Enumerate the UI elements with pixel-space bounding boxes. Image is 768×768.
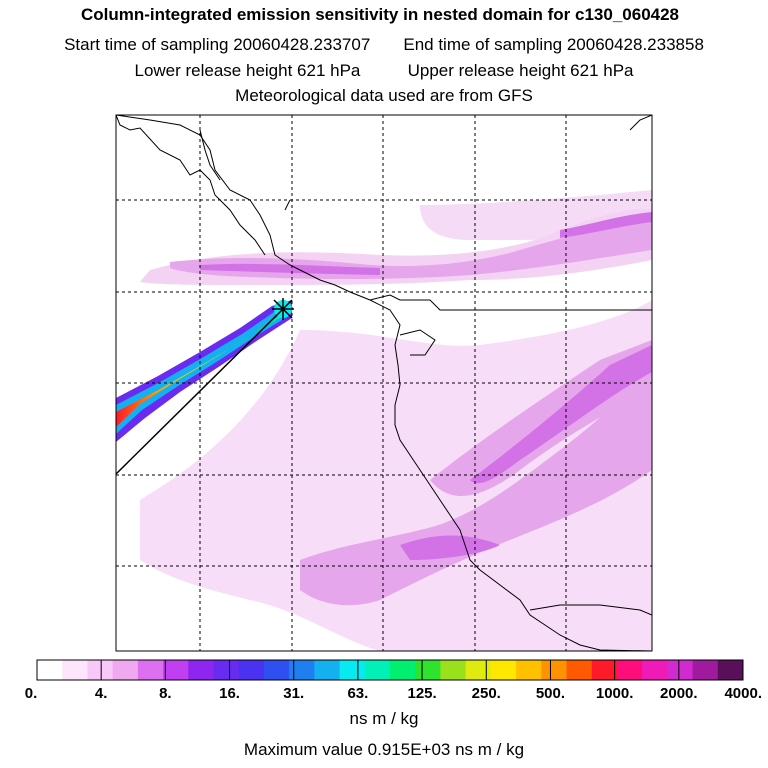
colorbar-swatch xyxy=(37,660,63,680)
map-frame xyxy=(115,114,653,652)
colorbar-swatch xyxy=(692,660,719,680)
colorbar-swatch xyxy=(137,660,164,680)
colorbar-swatch xyxy=(112,660,139,680)
lower-height-label: Lower release height 621 hPa xyxy=(134,61,361,80)
start-time-label: Start time of sampling 20060428.233707 xyxy=(64,35,371,54)
colorbar-swatch xyxy=(667,660,694,680)
colorbar-tick-label: 16. xyxy=(219,685,240,702)
coastline xyxy=(116,115,652,651)
colorbar-swatch xyxy=(314,660,341,680)
end-time-label: End time of sampling 20060428.233858 xyxy=(403,35,704,54)
colorbar-swatch xyxy=(465,660,492,680)
colorbar-swatch xyxy=(566,660,593,680)
colorbar-tick-label: 4. xyxy=(95,685,108,702)
colorbar: 0. 4. 8. 16. 31. 63. 125. 250. 500. 1000. 2000. 400… xyxy=(25,659,762,702)
page-title: Column-integrated emission sensitivity i… xyxy=(80,5,680,24)
colorbar-tick-label: 125. xyxy=(407,685,436,702)
colorbar-swatch xyxy=(163,660,189,680)
lower-field xyxy=(140,300,652,651)
colorbar-swatch xyxy=(642,660,668,680)
colorbar-tick-label: 4000. xyxy=(724,685,762,702)
colorbar-swatch xyxy=(289,660,315,680)
plume xyxy=(116,300,292,442)
colorbar-swatch xyxy=(213,660,240,680)
colorbar-swatch xyxy=(263,660,290,680)
colorbar-swatch xyxy=(415,660,441,680)
colorbar-swatch xyxy=(339,660,366,680)
gridlines xyxy=(116,115,652,651)
band-core xyxy=(200,263,380,275)
colorbar-swatch xyxy=(490,660,517,680)
colorbar-swatch xyxy=(188,660,214,680)
release-point-marker xyxy=(272,298,294,320)
upper-height-label: Upper release height 621 hPa xyxy=(407,61,634,80)
colorbar-tick-label: 0. xyxy=(25,685,38,702)
colorbar-units: ns m / kg xyxy=(349,709,419,728)
trajectory-line xyxy=(116,309,283,475)
colorbar-swatch xyxy=(364,660,391,680)
colorbar-swatch xyxy=(390,660,416,680)
colorbar-swatch xyxy=(62,660,88,680)
colorbar-swatch xyxy=(238,660,265,680)
colorbar-tick-label: 250. xyxy=(472,685,501,702)
release-heights: Lower release height 621 hPa Upper relea… xyxy=(0,61,768,81)
colorbar-tick-label: 8. xyxy=(159,685,172,702)
colorbar-swatch xyxy=(87,660,114,680)
lower-band-mid xyxy=(300,370,652,606)
colorbar-swatch xyxy=(616,660,643,680)
map-area xyxy=(116,115,652,651)
plume-core xyxy=(116,310,288,427)
colorbar-tick-label: 1000. xyxy=(596,685,634,702)
colorbar-tick-label: 2000. xyxy=(660,685,698,702)
colorbar-swatch xyxy=(440,660,467,680)
band-mid xyxy=(170,220,652,280)
north-core xyxy=(560,212,652,238)
colorbar-tick-label: 63. xyxy=(347,685,368,702)
colorbar-tick-label: 500. xyxy=(536,685,565,702)
colorbar-swatch xyxy=(591,660,618,680)
colorbar-swatch xyxy=(541,660,567,680)
colorbar-swatch xyxy=(717,660,744,680)
max-value-label: Maximum value 0.915E+03 ns m / kg xyxy=(243,740,525,759)
colorbar-swatch xyxy=(516,660,542,680)
sampling-times: Start time of sampling 20060428.233707 E… xyxy=(0,35,768,55)
met-data-label: Meteorological data used are from GFS xyxy=(235,86,533,105)
colorbar-tick-label: 31. xyxy=(283,685,304,702)
diag-core xyxy=(470,345,652,484)
